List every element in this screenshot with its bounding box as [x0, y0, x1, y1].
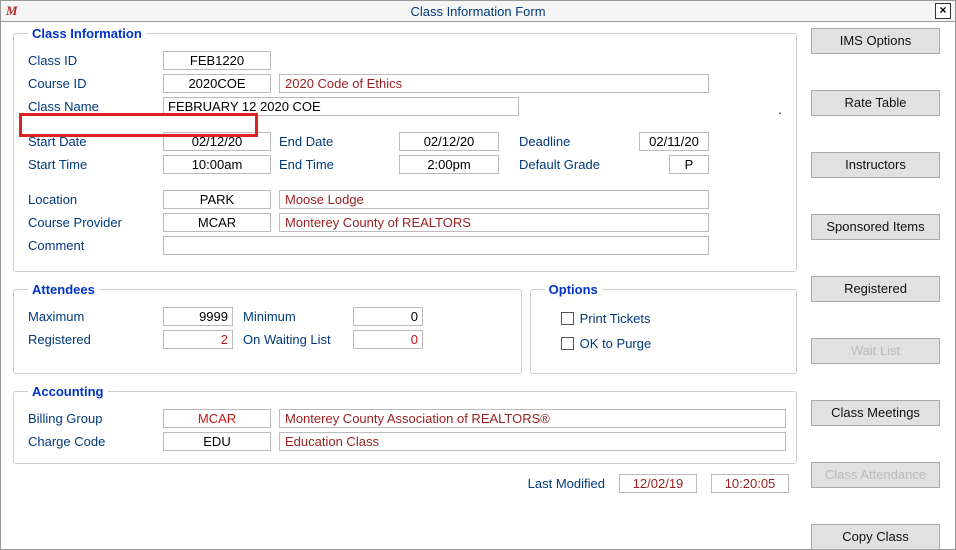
end-time-field[interactable]	[399, 155, 499, 174]
label-course-id: Course ID	[28, 76, 163, 91]
class-meetings-button[interactable]: Class Meetings	[811, 400, 940, 426]
label-start-date: Start Date	[28, 134, 163, 149]
deadline-field[interactable]	[639, 132, 709, 151]
label-default-grade: Default Grade	[519, 157, 639, 172]
label-maximum: Maximum	[28, 309, 163, 324]
body-area: Class Information . Class ID Course ID 2…	[1, 22, 955, 549]
charge-code-desc: Education Class	[279, 432, 786, 451]
class-information-legend: Class Information	[28, 26, 146, 41]
maximum-field[interactable]	[163, 307, 233, 326]
instructors-button[interactable]: Instructors	[811, 152, 940, 178]
window-title: Class Information Form	[1, 4, 955, 19]
dot-marker: .	[778, 101, 782, 117]
label-course-provider: Course Provider	[28, 215, 163, 230]
close-icon[interactable]: ×	[935, 3, 951, 19]
label-billing-group: Billing Group	[28, 411, 163, 426]
window-frame: M Class Information Form × Class Informa…	[0, 0, 956, 550]
label-print-tickets: Print Tickets	[580, 311, 651, 326]
print-tickets-checkbox[interactable]	[561, 312, 574, 325]
class-id-field[interactable]	[163, 51, 271, 70]
attendees-legend: Attendees	[28, 282, 99, 297]
last-modified-time: 10:20:05	[711, 474, 789, 493]
registered-button[interactable]: Registered	[811, 276, 940, 302]
class-name-field[interactable]	[163, 97, 519, 116]
ims-options-button[interactable]: IMS Options	[811, 28, 940, 54]
comment-field[interactable]	[163, 236, 709, 255]
sponsored-items-button[interactable]: Sponsored Items	[811, 214, 940, 240]
options-group: Options Print Tickets OK to Purge	[530, 282, 797, 374]
label-charge-code: Charge Code	[28, 434, 163, 449]
course-id-field[interactable]	[163, 74, 271, 93]
rate-table-button[interactable]: Rate Table	[811, 90, 940, 116]
label-minimum: Minimum	[243, 309, 353, 324]
label-registered: Registered	[28, 332, 163, 347]
label-class-id: Class ID	[28, 53, 163, 68]
default-grade-field[interactable]	[669, 155, 709, 174]
location-field[interactable]	[163, 190, 271, 209]
minimum-field[interactable]	[353, 307, 423, 326]
copy-class-button[interactable]: Copy Class	[811, 524, 940, 550]
billing-group-desc: Monterey County Association of REALTORS®	[279, 409, 786, 428]
billing-group-field[interactable]	[163, 409, 271, 428]
start-time-field[interactable]	[163, 155, 271, 174]
last-modified-row: Last Modified 12/02/19 10:20:05	[13, 474, 797, 493]
label-waiting: On Waiting List	[243, 332, 353, 347]
location-desc: Moose Lodge	[279, 190, 709, 209]
app-icon: M	[6, 3, 22, 19]
class-attendance-button: Class Attendance	[811, 462, 940, 488]
course-desc: 2020 Code of Ethics	[279, 74, 709, 93]
last-modified-date: 12/02/19	[619, 474, 697, 493]
course-provider-field[interactable]	[163, 213, 271, 232]
start-date-field[interactable]	[163, 132, 271, 151]
charge-code-field[interactable]	[163, 432, 271, 451]
course-provider-desc: Monterey County of REALTORS	[279, 213, 709, 232]
label-comment: Comment	[28, 238, 163, 253]
label-end-time: End Time	[279, 157, 399, 172]
registered-value: 2	[163, 330, 233, 349]
wait-list-button: Wait List	[811, 338, 940, 364]
end-date-field[interactable]	[399, 132, 499, 151]
side-button-panel: IMS Options Rate Table Instructors Spons…	[805, 22, 955, 549]
attendees-group: Attendees Maximum Minimum Registered 2 O…	[13, 282, 522, 374]
label-last-modified: Last Modified	[528, 476, 605, 491]
label-end-date: End Date	[279, 134, 399, 149]
waiting-value: 0	[353, 330, 423, 349]
titlebar: M Class Information Form ×	[1, 1, 955, 22]
accounting-legend: Accounting	[28, 384, 108, 399]
label-class-name: Class Name	[28, 99, 163, 114]
label-location: Location	[28, 192, 163, 207]
class-information-group: Class Information . Class ID Course ID 2…	[13, 26, 797, 272]
options-legend: Options	[545, 282, 602, 297]
label-ok-to-purge: OK to Purge	[580, 336, 652, 351]
accounting-group: Accounting Billing Group Monterey County…	[13, 384, 797, 464]
main-panel: Class Information . Class ID Course ID 2…	[1, 22, 805, 549]
label-start-time: Start Time	[28, 157, 163, 172]
label-deadline: Deadline	[519, 134, 639, 149]
ok-to-purge-checkbox[interactable]	[561, 337, 574, 350]
